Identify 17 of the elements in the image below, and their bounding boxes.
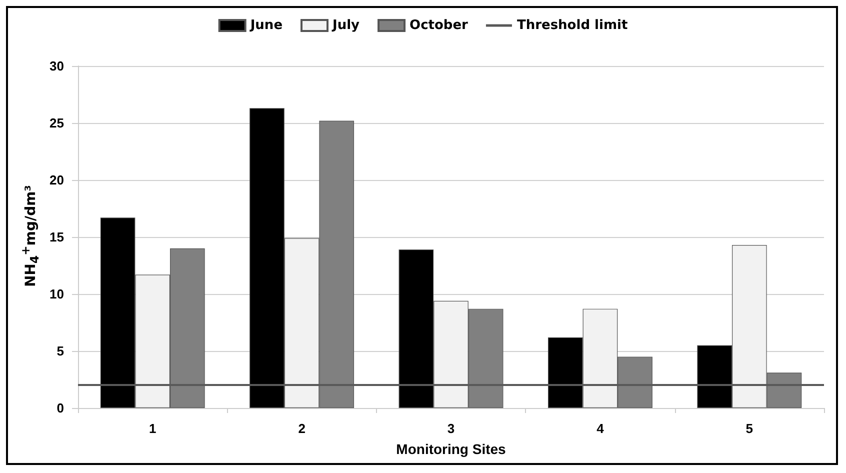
legend-label: Threshold limit bbox=[516, 18, 628, 33]
x-tick-label: 4 bbox=[596, 421, 605, 436]
y-tick-label: 20 bbox=[50, 172, 64, 188]
y-tick-label: 30 bbox=[50, 58, 64, 74]
legend-label: October bbox=[410, 18, 469, 33]
x-tick-label: 2 bbox=[298, 421, 306, 436]
y-tick-label: 15 bbox=[50, 230, 64, 244]
legend-label: June bbox=[249, 18, 283, 33]
x-axis-title: Monitoring Sites bbox=[396, 441, 506, 457]
y-tick-label: 5 bbox=[56, 344, 64, 358]
legend-label: July bbox=[332, 18, 360, 33]
x-tick-label: 1 bbox=[148, 421, 156, 436]
y-tick-label: 25 bbox=[50, 116, 64, 130]
y-tick-label: 10 bbox=[50, 286, 64, 302]
x-tick-label: 5 bbox=[746, 421, 754, 436]
y-tick-label: 0 bbox=[56, 400, 64, 416]
x-tick-label: 3 bbox=[447, 421, 455, 436]
